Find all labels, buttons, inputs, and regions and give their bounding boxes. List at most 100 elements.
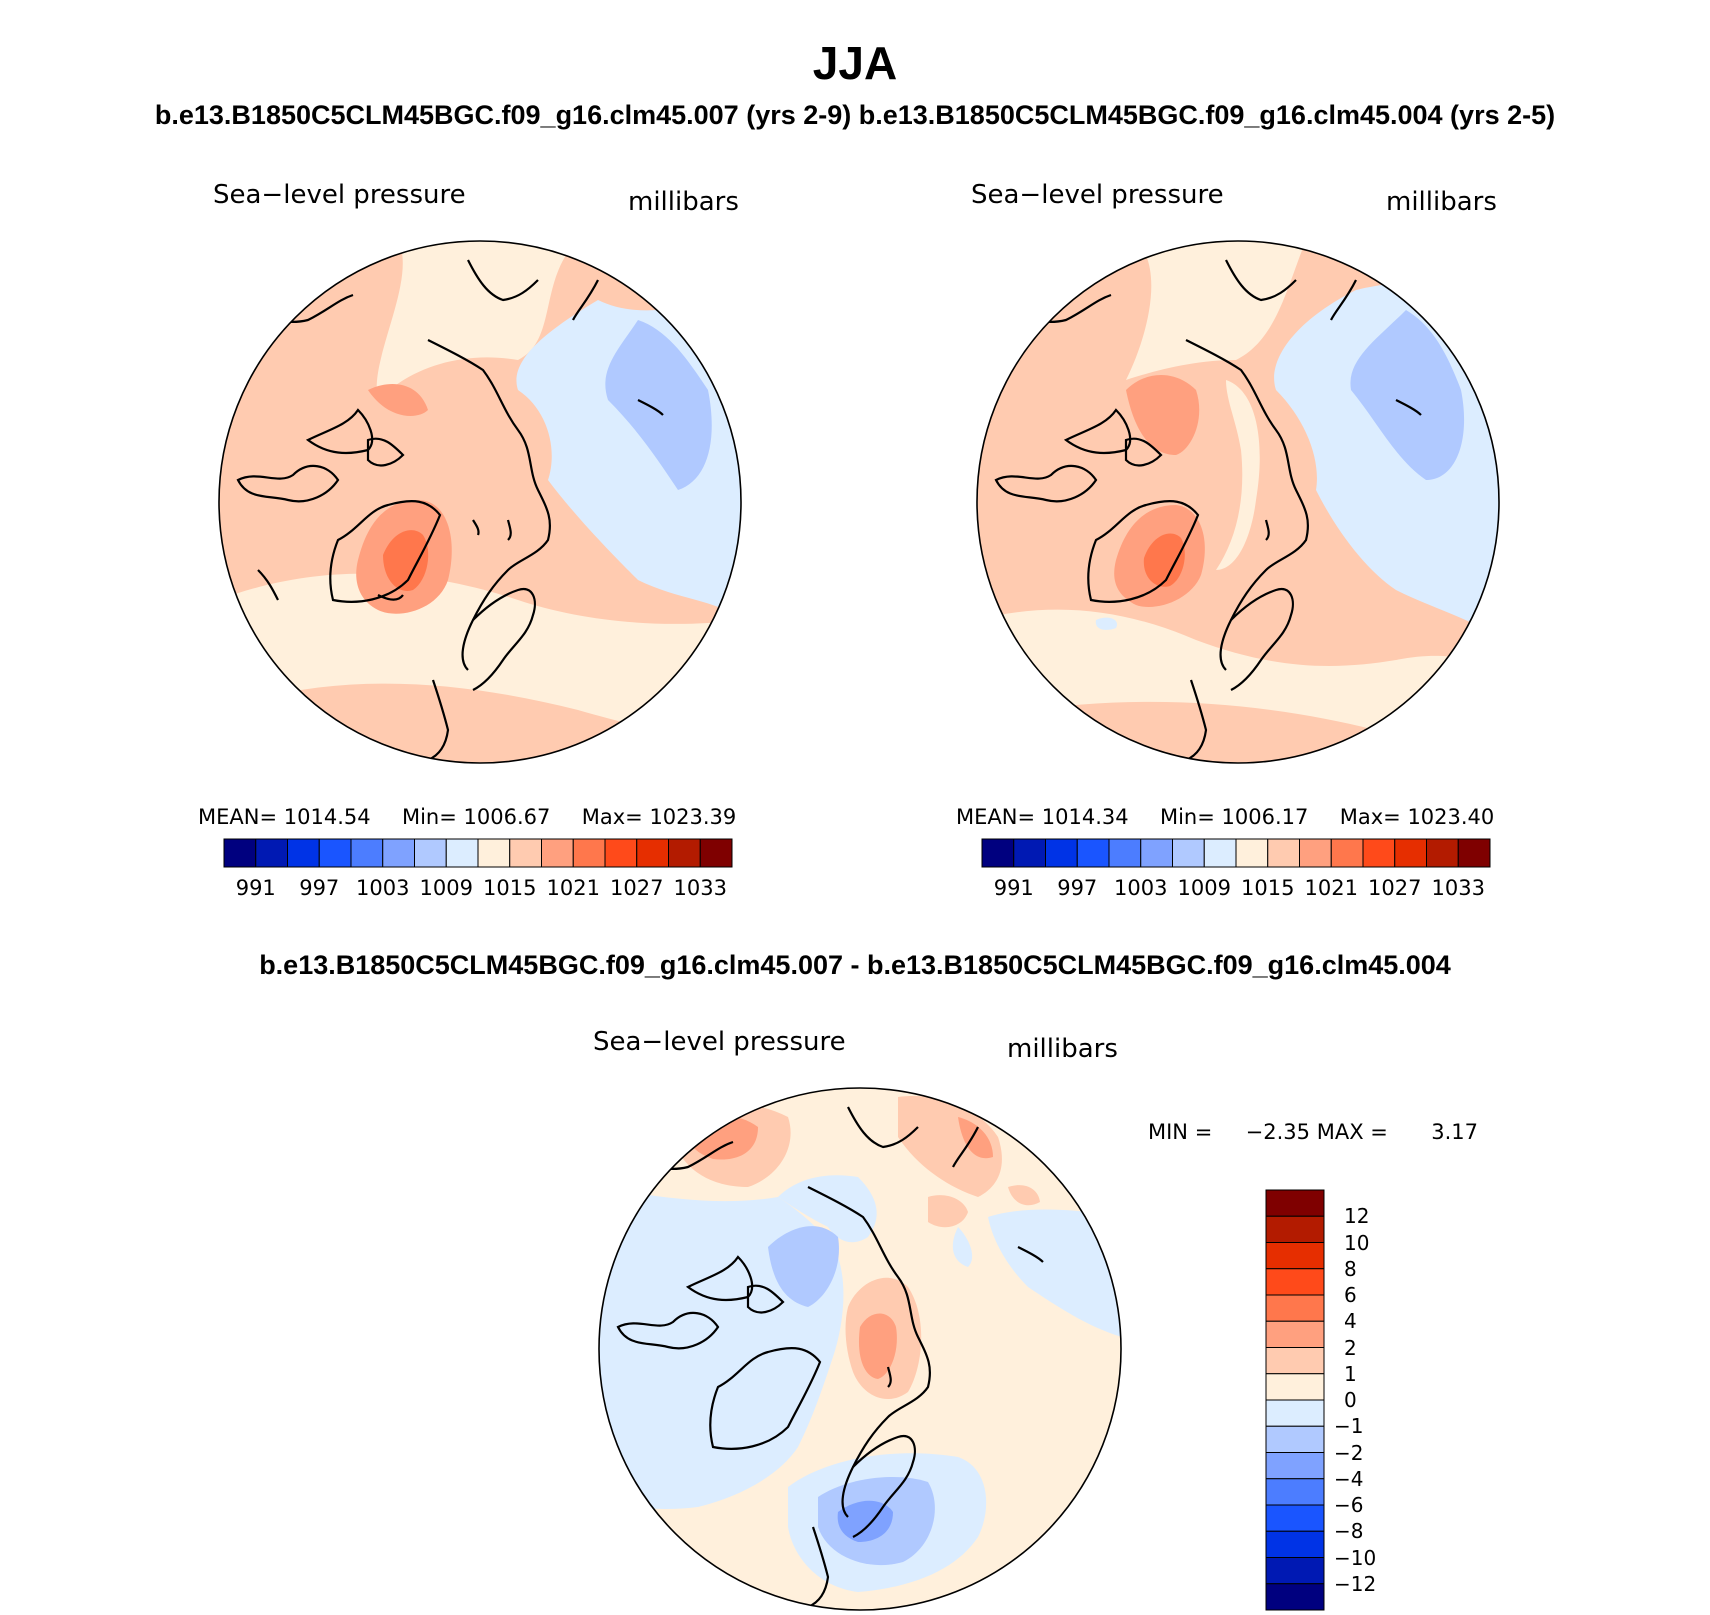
right-colorbar-tick-label: 1003: [1114, 876, 1168, 900]
right-colorbar-swatch: [1267, 838, 1300, 868]
left-colorbar-swatch: [636, 838, 669, 868]
diff-colorbar-swatch: [1265, 1504, 1325, 1532]
left-colorbar-tick-label: 1033: [673, 876, 727, 900]
diff-colorbar-swatch: [1265, 1373, 1325, 1401]
diff-colorbar-tick-label: 10: [1344, 1230, 1370, 1255]
diff-colorbar: [1265, 1189, 1325, 1611]
right-colorbar-swatch: [1172, 838, 1205, 868]
left-colorbar-swatch: [668, 838, 701, 868]
right-colorbar-swatch: [1013, 838, 1046, 868]
bottom-caption: b.e13.B1850C5CLM45BGC.f09_g16.clm45.007 …: [259, 950, 1451, 980]
right-panel-units: millibars: [1386, 187, 1497, 217]
diff-colorbar-tick-label: 8: [1344, 1256, 1357, 1281]
left-colorbar-swatch: [255, 838, 288, 868]
left-colorbar-ticks: 991 997 1003 1009 1015 1021 1027 1033: [224, 876, 732, 902]
diff-colorbar-tick-label: −8: [1334, 1519, 1364, 1544]
left-colorbar-tick-label: 1015: [483, 876, 537, 900]
diff-colorbar-tick-label: −4: [1334, 1466, 1364, 1491]
diff-colorbar-swatch: [1265, 1530, 1325, 1558]
figure-title: JJA: [812, 37, 898, 89]
right-polar-map: [976, 240, 1500, 764]
diff-colorbar-tick-label: 6: [1344, 1283, 1357, 1307]
left-colorbar-swatch: [382, 838, 415, 868]
diff-colorbar-swatch: [1265, 1399, 1325, 1427]
left-mean-label: MEAN=: [198, 805, 278, 829]
left-colorbar-tick-label: 1021: [546, 876, 600, 900]
right-colorbar-swatch: [1362, 838, 1396, 868]
left-colorbar-swatch: [509, 838, 542, 868]
right-colorbar: [981, 838, 1491, 868]
diff-colorbar-swatch: [1265, 1294, 1325, 1322]
diff-colorbar-swatch: [1265, 1347, 1325, 1375]
left-polar-map: [218, 240, 742, 764]
diff-colorbar-swatch: [1265, 1215, 1325, 1243]
right-panel-variable: Sea−level pressure: [971, 180, 1224, 210]
diff-colorbar-tick-label: −1: [1334, 1414, 1364, 1439]
right-colorbar-tick-label: 1009: [1177, 876, 1231, 900]
diff-colorbar-swatch: [1265, 1557, 1325, 1585]
left-colorbar-swatch: [414, 838, 447, 868]
right-colorbar-swatch: [1045, 838, 1078, 868]
right-mean-label: MEAN=: [956, 805, 1036, 829]
left-colorbar-swatch: [350, 838, 384, 868]
left-colorbar-swatch: [287, 838, 320, 868]
diff-panel-variable: Sea−level pressure: [593, 1027, 846, 1057]
right-colorbar-swatch: [1426, 838, 1459, 868]
right-colorbar-swatch: [1203, 838, 1237, 868]
diff-min-value: −2.35: [1245, 1120, 1311, 1144]
diff-colorbar-swatch: [1265, 1242, 1325, 1270]
right-colorbar-swatch: [1330, 838, 1364, 868]
top-caption: b.e13.B1850C5CLM45BGC.f09_g16.clm45.007 …: [154, 100, 1556, 130]
diff-colorbar-swatch: [1265, 1320, 1325, 1348]
left-panel-units: millibars: [628, 187, 739, 217]
right-colorbar-swatch: [1299, 838, 1332, 868]
diff-colorbar-tick-label: 1: [1344, 1361, 1357, 1386]
right-colorbar-tick-label: 1015: [1241, 876, 1295, 900]
diff-min-label: MIN =: [1148, 1120, 1213, 1144]
diff-colorbar-swatch: [1265, 1425, 1325, 1453]
left-stats: MEAN= 1014.54 Min= 1006.67 Max= 1023.39: [198, 805, 736, 829]
right-colorbar-tick-label: 1021: [1304, 876, 1358, 900]
left-colorbar-swatch: [477, 838, 511, 868]
left-colorbar-swatch: [223, 838, 257, 868]
right-colorbar-swatch: [1108, 838, 1142, 868]
right-colorbar-swatch: [1235, 838, 1269, 868]
right-colorbar-swatch: [1076, 838, 1110, 868]
diff-colorbar-tick-label: −6: [1334, 1493, 1364, 1517]
right-max-value: 1023.40: [1407, 805, 1495, 829]
left-colorbar-swatch: [445, 838, 479, 868]
left-colorbar: [223, 838, 733, 868]
right-colorbar-swatch: [1140, 838, 1173, 868]
right-mean-value: 1014.34: [1041, 805, 1129, 829]
right-colorbar-tick-label: 1033: [1431, 876, 1485, 900]
right-colorbar-ticks: 991 997 1003 1009 1015 1021 1027 1033: [982, 876, 1490, 902]
left-colorbar-tick-label: 1009: [419, 876, 473, 900]
right-colorbar-tick-label: 997: [1057, 876, 1098, 900]
right-min-value: 1006.17: [1221, 805, 1309, 829]
diff-colorbar-tick-label: 4: [1344, 1309, 1357, 1334]
right-colorbar-tick-label: 991: [993, 876, 1034, 900]
diff-colorbar-tick-label: −2: [1334, 1440, 1364, 1465]
left-min-value: 1006.67: [463, 805, 551, 829]
right-max-label: Max=: [1339, 805, 1401, 829]
diff-colorbar-swatch: [1265, 1268, 1325, 1296]
left-min-label: Min=: [401, 805, 457, 829]
right-colorbar-tick-label: 1027: [1368, 876, 1422, 900]
diff-panel-units: millibars: [1007, 1034, 1118, 1064]
left-max-value: 1023.39: [649, 805, 737, 829]
diff-stats: MIN = −2.35 MAX = 3.17: [1148, 1120, 1478, 1144]
right-min-label: Min=: [1159, 805, 1215, 829]
diff-colorbar-swatch: [1265, 1189, 1325, 1217]
diff-max-value: 3.17: [1431, 1120, 1479, 1144]
right-colorbar-swatch: [981, 838, 1015, 868]
diff-colorbar-ticks: 12 10 8 6 4 2 1 0 −1 −2 −4 −6 −8 −10 −12: [1334, 1190, 1394, 1610]
diff-max-label: MAX =: [1316, 1120, 1388, 1144]
right-stats: MEAN= 1014.34 Min= 1006.17 Max= 1023.40: [956, 805, 1494, 829]
left-colorbar-tick-label: 1003: [356, 876, 410, 900]
diff-polar-map: [598, 1087, 1122, 1611]
diff-colorbar-tick-label: 12: [1344, 1204, 1370, 1229]
right-colorbar-swatch: [1457, 838, 1491, 868]
diff-colorbar-swatch: [1265, 1452, 1325, 1480]
left-colorbar-tick-label: 1027: [610, 876, 664, 900]
left-colorbar-tick-label: 997: [299, 876, 340, 900]
